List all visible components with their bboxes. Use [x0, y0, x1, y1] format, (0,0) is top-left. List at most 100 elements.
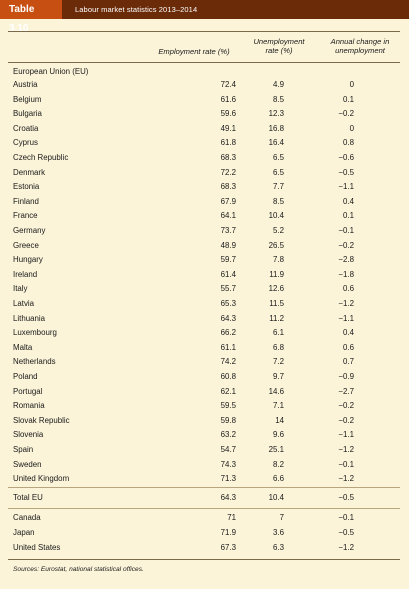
- row-employment: 68.3: [220, 182, 236, 192]
- row-country: Austria: [13, 80, 38, 89]
- table-row: Sweden 74.3 8.2 −0.1: [8, 458, 400, 472]
- row-employment: 59.5: [220, 401, 236, 411]
- row-unemployment: 6.8: [273, 342, 284, 352]
- table-row: United States 67.3 6.3 −1.2: [8, 541, 400, 555]
- row-change: 0.8: [343, 138, 354, 148]
- source-note: Sources: Eurostat, national statistical …: [13, 566, 144, 573]
- row-change: −0.2: [338, 401, 354, 411]
- row-unemployment: 4.9: [273, 80, 284, 89]
- table-row: Finland 67.9 8.5 0.4: [8, 195, 400, 209]
- row-country: Bulgaria: [13, 109, 42, 119]
- row-change: 0.6: [343, 284, 354, 294]
- row-unemployment: 11.5: [269, 299, 284, 308]
- row-unemployment: 3.6: [273, 528, 284, 537]
- col-header-employment: Employment rate (%): [144, 47, 244, 56]
- row-employment: 49.1: [220, 123, 236, 133]
- row-employment: 71.9: [220, 528, 236, 537]
- row-country: United Kingdom: [13, 474, 70, 484]
- row-employment: 59.8: [220, 415, 236, 425]
- row-employment: 54.7: [220, 445, 236, 454]
- row-country: Japan: [13, 528, 35, 537]
- table-row: Austria 72.4 4.9 0: [8, 78, 400, 92]
- table-row: Italy 55.7 12.6 0.6: [8, 282, 400, 296]
- row-employment: 68.3: [220, 153, 236, 162]
- row-change: −0.9: [338, 372, 354, 381]
- table-row: Latvia 65.3 11.5 −1.2: [8, 297, 400, 311]
- row-unemployment: 6.5: [273, 167, 284, 177]
- header-rule: [8, 62, 400, 63]
- row-change: −1.8: [338, 269, 354, 279]
- row-employment: 64.3: [220, 313, 236, 323]
- row-employment: 60.8: [220, 372, 236, 381]
- row-unemployment: 10.4: [268, 211, 284, 221]
- row-country: Latvia: [13, 299, 35, 308]
- row-change: −1.2: [338, 299, 354, 308]
- table-row: Greece 48.9 26.5 −0.2: [8, 239, 400, 253]
- row-employment: 61.4: [220, 269, 236, 279]
- table-row: Belgium 61.6 8.5 0.1: [8, 93, 400, 107]
- row-unemployment: 9.7: [273, 372, 284, 381]
- row-change: −0.1: [338, 459, 354, 469]
- table-row: Slovenia 63.2 9.6 −1.1: [8, 428, 400, 442]
- table-row: Czech Republic 68.3 6.5 −0.6: [8, 151, 400, 165]
- col-header-change-line1: Annual change in: [330, 37, 390, 46]
- table-row: France 64.1 10.4 0.1: [8, 209, 400, 223]
- row-change: 0.1: [343, 94, 354, 104]
- row-employment: 55.7: [220, 284, 236, 294]
- table-number-tag: Table 3.10: [0, 0, 62, 34]
- row-employment: 72.2: [220, 167, 236, 177]
- table-row: Hungary 59.7 7.8 −2.8: [8, 253, 400, 267]
- row-country: Italy: [13, 284, 28, 294]
- row-country: Portugal: [13, 386, 43, 396]
- row-change: −2.7: [338, 386, 354, 396]
- row-country: France: [13, 211, 38, 221]
- row-change: 0: [349, 123, 354, 133]
- total-rule-top: [8, 487, 400, 488]
- row-employment: 65.3: [220, 299, 236, 308]
- row-country: Cyprus: [13, 138, 38, 148]
- row-unemployment: 12.3: [268, 109, 284, 119]
- row-employment: 67.3: [220, 543, 236, 552]
- table-row: Croatia 49.1 16.8 0: [8, 122, 400, 136]
- row-country: Netherlands: [13, 357, 56, 367]
- table-row: Germany 73.7 5.2 −0.1: [8, 224, 400, 238]
- table-row: Lithuania 64.3 11.2 −1.1: [8, 312, 400, 326]
- row-unemployment: 8.5: [273, 196, 284, 206]
- bottom-rule: [8, 559, 400, 560]
- col-header-unemployment: Unemployment rate (%): [244, 37, 314, 55]
- row-country: Spain: [13, 445, 34, 454]
- row-unemployment: 8.5: [273, 94, 284, 104]
- row-unemployment: 14: [275, 415, 284, 425]
- row-country: Greece: [13, 240, 39, 250]
- table-row: Denmark 72.2 6.5 −0.5: [8, 166, 400, 180]
- row-country: Czech Republic: [13, 153, 69, 162]
- row-unemployment: 11.9: [269, 269, 284, 279]
- table-row: Poland 60.8 9.7 −0.9: [8, 370, 400, 384]
- row-unemployment: 6.6: [273, 474, 284, 484]
- table-row: Netherlands 74.2 7.2 0.7: [8, 355, 400, 369]
- row-unemployment: 25.1: [268, 445, 284, 454]
- row-change: −1.2: [338, 543, 354, 552]
- table-row: Canada 71 7 −0.1: [8, 511, 400, 525]
- row-change: 0.1: [343, 211, 354, 221]
- row-country: United States: [13, 543, 61, 552]
- row-country: Poland: [13, 372, 38, 381]
- row-unemployment: 11.2: [269, 313, 284, 323]
- row-employment: 61.8: [220, 138, 236, 148]
- row-country: Lithuania: [13, 313, 46, 323]
- row-change: 0.6: [343, 342, 354, 352]
- table-row: Portugal 62.1 14.6 −2.7: [8, 385, 400, 399]
- table-row: United Kingdom 71.3 6.6 −1.2: [8, 472, 400, 486]
- row-employment: 66.2: [220, 328, 236, 338]
- row-country: Canada: [13, 513, 41, 522]
- table-row: Japan 71.9 3.6 −0.5: [8, 526, 400, 540]
- row-country: Estonia: [13, 182, 40, 192]
- row-unemployment: 6.3: [273, 543, 284, 552]
- table-header-bar: Table 3.10 Labour market statistics 2013…: [0, 0, 409, 34]
- table-row: Bulgaria 59.6 12.3 −0.2: [8, 107, 400, 121]
- row-employment: 74.2: [220, 357, 236, 367]
- row-employment: 59.6: [220, 109, 236, 119]
- table-row: Spain 54.7 25.1 −1.2: [8, 443, 400, 457]
- table-row: Malta 61.1 6.8 0.6: [8, 341, 400, 355]
